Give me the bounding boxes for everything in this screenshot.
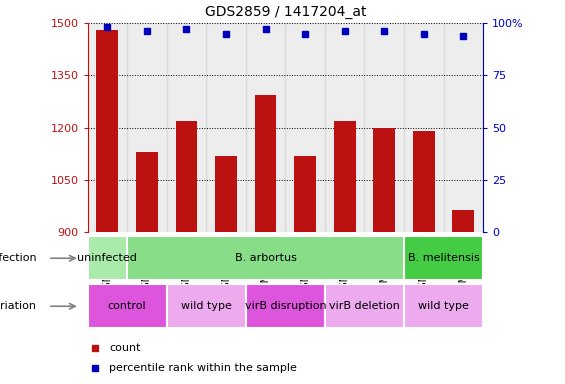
Text: wild type: wild type <box>181 301 232 311</box>
Bar <box>413 131 434 232</box>
Bar <box>97 30 118 232</box>
Bar <box>404 284 483 328</box>
Title: GDS2859 / 1417204_at: GDS2859 / 1417204_at <box>205 5 366 19</box>
Bar <box>364 23 404 232</box>
Bar <box>444 23 483 232</box>
Bar <box>136 152 158 232</box>
Text: virB disruption: virB disruption <box>245 301 326 311</box>
Text: uninfected: uninfected <box>77 253 137 263</box>
Bar <box>215 156 237 232</box>
Bar <box>127 23 167 232</box>
Bar <box>404 23 444 232</box>
Bar <box>246 23 285 232</box>
Text: count: count <box>110 343 141 353</box>
Text: wild type: wild type <box>418 301 469 311</box>
Bar <box>176 121 197 232</box>
Bar <box>255 94 276 232</box>
Bar <box>127 236 404 280</box>
Text: genotype/variation: genotype/variation <box>0 301 36 311</box>
Bar <box>373 127 395 232</box>
Bar <box>334 121 355 232</box>
Text: infection: infection <box>0 253 36 263</box>
Bar <box>294 156 316 232</box>
Text: B. melitensis: B. melitensis <box>408 253 479 263</box>
Bar <box>167 23 206 232</box>
Bar <box>325 284 404 328</box>
Text: virB deletion: virB deletion <box>329 301 400 311</box>
Bar <box>285 23 325 232</box>
Bar <box>167 284 246 328</box>
Text: percentile rank within the sample: percentile rank within the sample <box>110 362 297 373</box>
Text: control: control <box>108 301 146 311</box>
Text: B. arbortus: B. arbortus <box>234 253 297 263</box>
Bar <box>88 284 167 328</box>
Bar <box>404 236 483 280</box>
Bar <box>88 23 127 232</box>
Bar <box>206 23 246 232</box>
Bar <box>325 23 364 232</box>
Bar <box>453 210 474 232</box>
Bar <box>88 236 127 280</box>
Bar <box>246 284 325 328</box>
